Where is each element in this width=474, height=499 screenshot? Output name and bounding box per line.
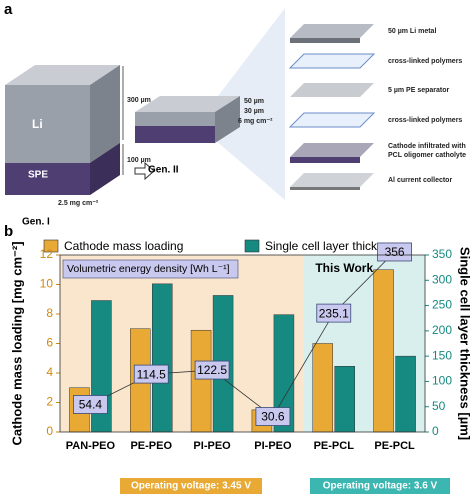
panel-label: a [4, 1, 13, 18]
layer-stack [288, 24, 376, 190]
y-tick-label: 8 [46, 306, 53, 320]
y2-tick-label: 300 [432, 272, 452, 286]
x-tick-label: PE-PEO [130, 440, 172, 452]
y2-axis-title: Single cell layer thickness [µm] [458, 247, 473, 440]
value-label: 114.5 [137, 367, 166, 381]
y-tick-label: 0 [46, 424, 53, 438]
legend-label: Cathode mass loading [64, 239, 183, 253]
value-label-box [194, 360, 230, 380]
dim-label: 100 µm [127, 157, 151, 164]
voltage-box [310, 478, 450, 494]
dim-label: 30 µm [244, 108, 264, 115]
value-label-box [255, 407, 291, 426]
annotation: Operating voltage: 3.45 V [131, 481, 251, 492]
y2-tick-label: 250 [432, 298, 452, 312]
y2-tick-label: 100 [432, 374, 452, 388]
y2-tick-label: 50 [432, 399, 446, 413]
bar [373, 269, 394, 433]
value-label-box [133, 364, 169, 384]
dim-label: 50 µm [244, 98, 264, 105]
gen-label: Gen. II [148, 165, 179, 176]
y-tick-label: 2 [46, 395, 53, 409]
panel-label: b [4, 223, 13, 240]
y-tick-label: 10 [40, 277, 54, 291]
value-label-box [73, 395, 108, 414]
value-label: 235.1 [319, 306, 349, 320]
arrow [134, 161, 155, 181]
layer-label: Li [32, 117, 43, 131]
layer-label: SPE [28, 170, 48, 181]
value-label: 122.5 [197, 363, 227, 377]
y2-tick-label: 350 [432, 247, 452, 261]
bar [152, 283, 173, 433]
voltage-box [120, 478, 262, 494]
layer-label: 5 µm PE separator [388, 87, 450, 94]
gen-label: Gen. I [22, 217, 50, 228]
layer-label: PCL oligomer catholyte [388, 152, 466, 159]
value-label-box [377, 242, 412, 262]
layer-label: 50 µm Li metal [388, 28, 436, 35]
legend-label: Volumetric energy density [Wh L⁻¹] [67, 263, 230, 275]
layer-label: Cathode infiltrated with [388, 143, 466, 150]
dim-label: 2.5 mg cm⁻² [58, 200, 99, 207]
layer-label: Al current collector [388, 177, 452, 184]
legend-label: Single cell layer thickness [265, 239, 402, 253]
y2-tick-label: 0 [432, 424, 439, 438]
value-label: 30.6 [261, 410, 285, 424]
gen1-cube [5, 65, 120, 195]
legend-swatch [244, 239, 260, 253]
bar [190, 329, 212, 433]
dim-label: 300 µm [127, 97, 151, 104]
bar [334, 366, 355, 433]
legend-box [62, 259, 239, 279]
annotation: Operating voltage: 3.6 V [323, 481, 438, 492]
bar [312, 343, 333, 433]
x-tick-label: PI-PEO [254, 440, 292, 452]
annotation: This Work [315, 261, 373, 275]
bar [395, 355, 416, 433]
y2-tick-label: 150 [432, 348, 452, 362]
y2-tick-label: 200 [432, 323, 452, 337]
gen2-cube [135, 96, 240, 143]
y-tick-label: 12 [40, 247, 54, 261]
x-tick-label: PE-PCL [314, 440, 355, 452]
y-axis-title: Cathode mass loading [mg cm⁻²] [9, 241, 24, 445]
layer-label: cross-linked polymers [388, 58, 462, 65]
x-tick-label: PE-PCL [374, 440, 415, 452]
y-tick-label: 6 [46, 336, 53, 350]
value-label-box [316, 303, 352, 323]
value-label: 54.4 [79, 398, 103, 412]
value-label: 356 [385, 245, 405, 259]
layer-label: cross-linked polymers [388, 117, 462, 124]
fan [215, 8, 285, 200]
x-tick-label: PAN-PEO [66, 440, 116, 452]
dim-label: 6 mg cm⁻² [238, 118, 273, 125]
plot-frame [59, 254, 426, 433]
x-tick-label: PI-PEO [193, 440, 231, 452]
y-tick-label: 4 [46, 365, 53, 379]
legend-swatch [43, 239, 59, 253]
